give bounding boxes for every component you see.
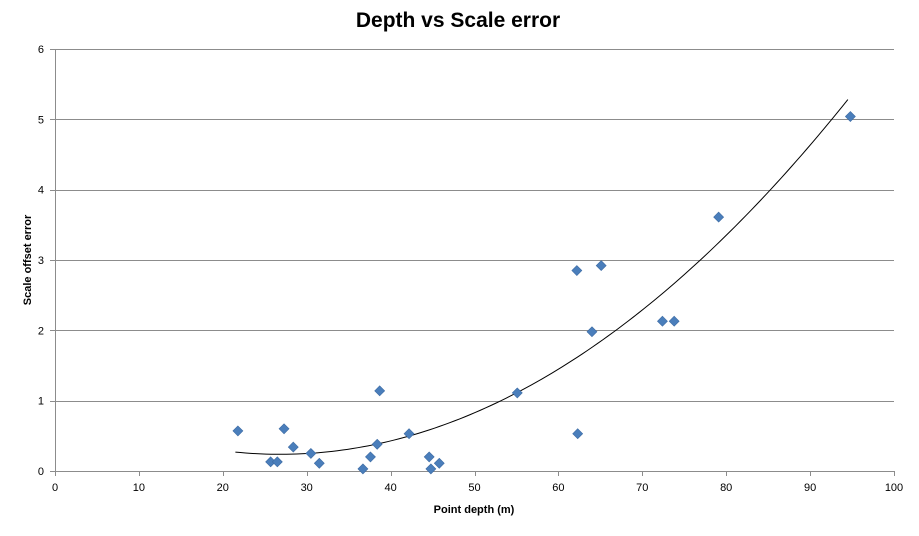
data-point xyxy=(403,428,415,440)
data-point xyxy=(313,457,325,469)
data-point xyxy=(713,211,725,223)
data-point xyxy=(271,456,283,468)
y-tick-label: 5 xyxy=(38,114,44,126)
data-point xyxy=(374,385,386,397)
data-point xyxy=(433,457,445,469)
data-point xyxy=(572,428,584,440)
data-point xyxy=(844,111,856,122)
x-tick-label: 40 xyxy=(384,482,396,494)
data-point xyxy=(232,425,244,437)
x-tick-label: 80 xyxy=(720,482,732,494)
x-tick-label: 100 xyxy=(885,482,903,494)
data-point xyxy=(668,315,680,327)
data-point xyxy=(371,438,383,450)
x-axis-title: Point depth (m) xyxy=(434,504,515,516)
gridlines xyxy=(55,49,894,402)
data-point xyxy=(425,463,437,475)
trendline xyxy=(235,99,849,455)
data-point xyxy=(287,441,299,453)
data-point xyxy=(365,451,376,463)
x-tick-label: 10 xyxy=(133,482,145,494)
y-tick-label: 2 xyxy=(38,325,44,337)
x-tick-label: 70 xyxy=(636,482,648,494)
x-tick-label: 90 xyxy=(804,482,816,494)
y-tick-label: 1 xyxy=(38,396,44,408)
data-point xyxy=(357,463,369,475)
y-tick-label: 4 xyxy=(38,185,44,197)
x-tick-label: 0 xyxy=(52,482,58,494)
data-point xyxy=(423,451,435,463)
x-tick-label: 50 xyxy=(468,482,480,494)
data-point xyxy=(595,260,607,272)
data-points xyxy=(232,111,856,475)
data-point xyxy=(511,387,523,399)
data-point xyxy=(278,423,290,435)
x-tick-label: 60 xyxy=(552,482,564,494)
y-tick-label: 0 xyxy=(38,466,44,478)
x-tick-label: 30 xyxy=(301,482,313,494)
y-axis-title: Scale offset error xyxy=(22,214,34,305)
y-tick-label: 3 xyxy=(38,255,44,267)
y-tick-label: 6 xyxy=(38,44,44,56)
data-point xyxy=(586,326,598,338)
trendline-layer xyxy=(235,99,849,455)
chart-title: Depth vs Scale error xyxy=(356,9,560,32)
x-tick-label: 20 xyxy=(217,482,229,494)
data-point xyxy=(305,447,317,459)
data-point xyxy=(571,265,583,276)
data-point xyxy=(657,315,668,327)
